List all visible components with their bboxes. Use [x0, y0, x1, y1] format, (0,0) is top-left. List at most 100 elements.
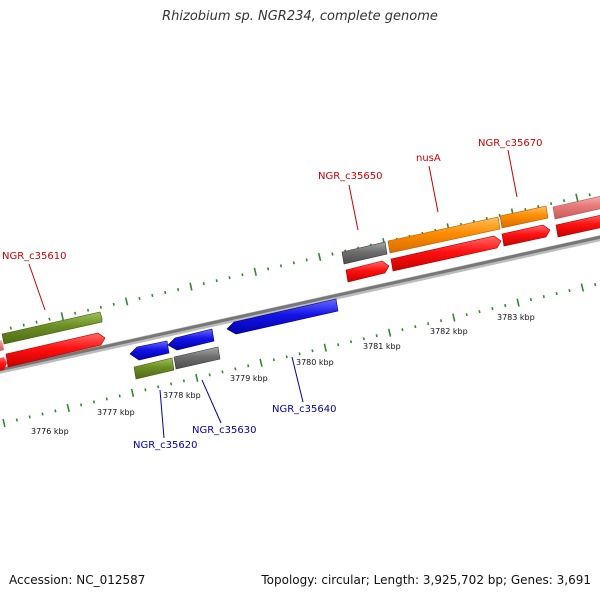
lower-track-minor-tick — [568, 289, 571, 293]
gene-grey-c35650[interactable] — [341, 241, 388, 265]
upper-track-minor-tick — [562, 199, 566, 203]
scale-labels: 3776 kbp 3777 kbp 3778 kbp 3779 kbp 3780… — [31, 313, 535, 436]
lower-track-major-tick — [452, 313, 456, 322]
scale-label-3777: 3777 kbp — [97, 408, 135, 417]
upper-track-minor-tick — [588, 193, 591, 197]
gene-red-right[interactable] — [555, 214, 600, 238]
upper-track-minor-tick — [22, 323, 25, 327]
genome-summary-text: Topology: circular; Length: 3,925,702 bp… — [261, 573, 591, 587]
upper-track-major-tick — [124, 297, 129, 306]
upper-track-major-tick — [575, 193, 579, 202]
upper-track-minor-tick — [151, 293, 154, 298]
label-ngr-c35670[interactable]: NGR_c35670 — [478, 138, 543, 149]
scale-label-3776: 3776 kbp — [31, 427, 69, 436]
gene-blue-small-1[interactable] — [129, 340, 170, 361]
label-ngr-c35640[interactable]: NGR_c35640 — [272, 404, 337, 415]
reverse-genes — [129, 298, 339, 380]
lower-track-minor-tick — [465, 313, 468, 317]
gene-red-nusA[interactable] — [390, 235, 502, 272]
upper-track-minor-tick — [331, 252, 334, 256]
gene-red-left-edge[interactable] — [0, 357, 7, 372]
gene-orange-nusA[interactable] — [387, 216, 501, 254]
lower-track-minor-tick — [529, 297, 533, 302]
upper-track-major-tick — [253, 267, 257, 276]
gene-labels: NGR_c35610 NGR_c35650 nusA NGR_c35670 NG… — [2, 138, 543, 451]
gene-olive-left[interactable] — [1, 311, 103, 345]
lower-track-minor-tick — [337, 343, 340, 347]
lower-track-minor-tick — [234, 367, 237, 371]
lower-track-minor-tick — [41, 412, 44, 416]
upper-track-minor-tick — [177, 288, 180, 292]
lower-tick-track — [2, 283, 597, 428]
lower-track-minor-tick — [28, 415, 31, 419]
gene-red-c35610[interactable] — [5, 332, 106, 368]
upper-track-minor-tick — [292, 261, 295, 265]
lower-track-minor-tick — [298, 352, 301, 356]
gene-pink-left-edge[interactable] — [0, 340, 4, 352]
lower-track-minor-tick — [285, 355, 288, 359]
gene-red-c35650[interactable] — [345, 260, 390, 283]
lower-track-minor-tick — [504, 304, 507, 308]
scale-label-3779: 3779 kbp — [230, 374, 268, 383]
upper-track-minor-tick — [138, 296, 141, 300]
lower-track-minor-tick — [247, 364, 250, 368]
lower-track-major-tick — [580, 283, 585, 292]
lower-track-minor-tick — [311, 349, 314, 353]
label-ngr-c35620[interactable]: NGR_c35620 — [133, 440, 198, 451]
gene-blue-c35640[interactable] — [226, 298, 339, 335]
label-ngr-c35630[interactable]: NGR_c35630 — [192, 425, 257, 436]
upper-track-minor-tick — [112, 302, 115, 306]
gene-red-c35670[interactable] — [501, 224, 551, 247]
lower-track-major-tick — [516, 298, 520, 307]
gene-pink-right[interactable] — [552, 195, 600, 220]
lower-track-major-tick — [387, 328, 392, 337]
gene-grey-c35630[interactable] — [173, 346, 221, 370]
lower-track-minor-tick — [542, 295, 545, 299]
gene-orange-c35670[interactable] — [499, 205, 549, 229]
label-nusA[interactable]: nusA — [416, 153, 441, 164]
lower-track-major-tick — [323, 343, 327, 352]
forward-genes — [0, 195, 600, 372]
scale-label-3780: 3780 kbp — [296, 358, 334, 367]
lower-track-minor-tick — [144, 388, 147, 392]
lower-track-minor-tick — [170, 382, 173, 386]
upper-track-minor-tick — [279, 264, 283, 268]
upper-track-minor-tick — [241, 273, 244, 277]
gene-olive-c35620[interactable] — [133, 357, 175, 380]
upper-track-major-tick — [189, 282, 193, 291]
lower-track-minor-tick — [157, 385, 160, 389]
scale-label-3782: 3782 kbp — [430, 327, 468, 336]
upper-track-minor-tick — [99, 305, 102, 309]
lower-track-major-tick — [2, 418, 6, 428]
lower-track-minor-tick — [182, 379, 185, 383]
lower-track-minor-tick — [92, 400, 96, 404]
upper-track-minor-tick — [74, 311, 77, 315]
lower-track-minor-tick — [80, 403, 83, 407]
lower-track-major-tick — [130, 388, 135, 397]
scale-label-3781: 3781 kbp — [363, 342, 401, 351]
label-ngr-c35650[interactable]: NGR_c35650 — [318, 171, 383, 182]
lower-track-minor-tick — [362, 337, 365, 341]
upper-track-minor-tick — [9, 326, 12, 330]
lower-track-minor-tick — [594, 283, 597, 287]
upper-track-minor-tick — [202, 282, 205, 286]
gene-blue-small-2[interactable] — [167, 328, 215, 351]
lower-track-minor-tick — [208, 373, 211, 377]
lower-track-minor-tick — [439, 319, 443, 323]
label-ngr-c35610[interactable]: NGR_c35610 — [2, 251, 67, 262]
lower-track-minor-tick — [555, 291, 558, 296]
lower-track-minor-tick — [54, 409, 57, 413]
lower-track-minor-tick — [118, 394, 121, 398]
lower-track-minor-tick — [272, 358, 275, 362]
map-title: Rhizobium sp. NGR234, complete genome — [162, 9, 438, 24]
upper-track-minor-tick — [48, 317, 51, 321]
lower-track-minor-tick — [414, 325, 417, 329]
lower-track-minor-tick — [15, 418, 18, 422]
lower-track-major-tick — [195, 373, 199, 382]
lower-track-major-tick — [66, 403, 70, 412]
label-leaders — [28, 149, 518, 439]
upper-track-major-tick — [317, 252, 322, 261]
lower-track-minor-tick — [427, 322, 430, 326]
lower-track-major-tick — [259, 358, 263, 367]
